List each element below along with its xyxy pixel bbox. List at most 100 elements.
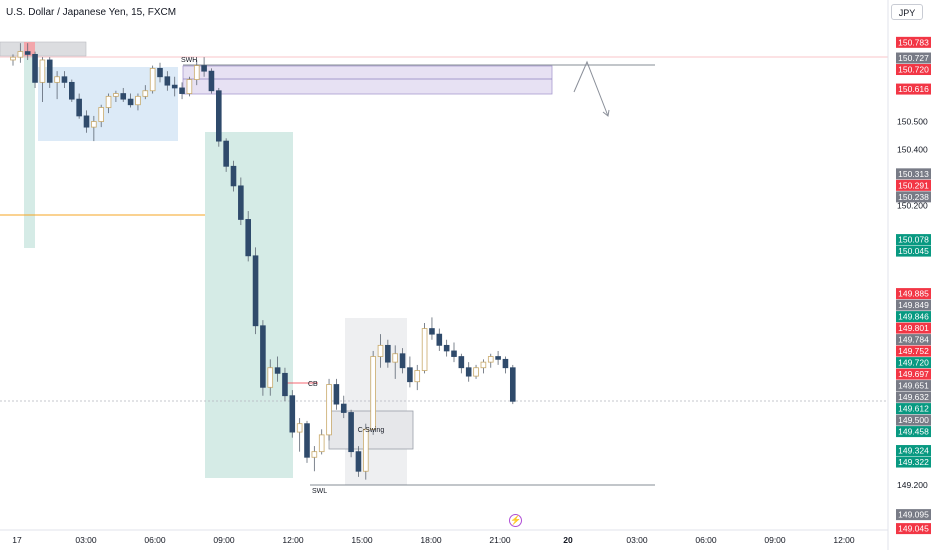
candle[interactable] — [296, 418, 303, 452]
candle[interactable] — [98, 104, 105, 128]
candle[interactable] — [208, 68, 215, 94]
price-label[interactable]: 150.720 — [896, 64, 931, 76]
candle[interactable] — [238, 177, 244, 226]
candle[interactable] — [164, 71, 171, 91]
candle[interactable] — [289, 390, 296, 438]
candle[interactable] — [421, 322, 428, 374]
price-label[interactable]: 149.322 — [896, 456, 931, 468]
price-label[interactable]: 150.045 — [896, 245, 931, 257]
candle[interactable] — [311, 446, 318, 472]
candle[interactable] — [451, 342, 457, 363]
candle[interactable] — [142, 85, 149, 100]
price-label[interactable]: 149.784 — [896, 334, 931, 346]
green-zone-left[interactable] — [24, 42, 35, 248]
candle[interactable] — [502, 356, 509, 374]
price-label[interactable]: 150.078 — [896, 234, 931, 246]
purple-supply-zone[interactable] — [182, 65, 553, 95]
currency-button[interactable]: JPY — [891, 4, 923, 20]
candle[interactable] — [135, 93, 141, 111]
candle[interactable] — [260, 320, 266, 396]
candle[interactable] — [230, 160, 237, 192]
price-label[interactable]: 149.885 — [896, 288, 931, 300]
candle[interactable] — [355, 446, 362, 477]
candle[interactable] — [127, 93, 134, 108]
projection-arrow[interactable] — [573, 60, 609, 117]
candle[interactable] — [171, 76, 178, 97]
candle[interactable] — [215, 87, 222, 147]
candle[interactable] — [340, 395, 347, 419]
candle[interactable] — [370, 350, 376, 435]
candle[interactable] — [458, 353, 465, 374]
price-label[interactable]: 149.612 — [896, 403, 931, 415]
candle[interactable] — [252, 247, 259, 335]
candle[interactable] — [443, 339, 450, 357]
price-label[interactable]: 149.697 — [896, 368, 931, 380]
price-label[interactable]: 149.045 — [896, 523, 931, 535]
candle[interactable] — [113, 90, 119, 102]
candle[interactable] — [46, 57, 53, 88]
candle[interactable] — [480, 359, 487, 374]
price-label[interactable]: 150.291 — [896, 179, 931, 191]
candle[interactable] — [326, 378, 332, 441]
candle[interactable] — [157, 62, 163, 83]
candle[interactable] — [333, 378, 340, 410]
candle[interactable] — [24, 43, 31, 60]
candle[interactable] — [267, 359, 274, 396]
candle[interactable] — [83, 110, 90, 133]
price-label[interactable]: 149.720 — [896, 357, 931, 369]
candle[interactable] — [223, 138, 229, 172]
candle[interactable] — [495, 350, 501, 365]
candle[interactable] — [186, 76, 193, 97]
candle[interactable] — [61, 71, 68, 88]
price-label[interactable]: 150.238 — [896, 191, 931, 203]
candle[interactable] — [509, 364, 516, 405]
price-label[interactable]: 150.783 — [896, 36, 931, 48]
candle[interactable] — [399, 348, 406, 374]
candle[interactable] — [10, 54, 16, 66]
price-label[interactable]: 149.458 — [896, 426, 931, 438]
candle[interactable] — [282, 367, 288, 402]
candle[interactable] — [91, 115, 97, 142]
red-top-box[interactable] — [24, 42, 35, 56]
candle[interactable] — [245, 211, 252, 262]
candle[interactable] — [318, 429, 325, 455]
price-label[interactable]: 150.616 — [896, 83, 931, 95]
candle[interactable] — [429, 317, 435, 340]
price-label[interactable]: 150.727 — [896, 52, 931, 64]
candle[interactable] — [17, 43, 24, 63]
candle[interactable] — [407, 356, 413, 388]
candle[interactable] — [149, 65, 156, 94]
candle[interactable] — [274, 356, 281, 382]
price-label[interactable]: 149.846 — [896, 311, 931, 323]
price-label[interactable]: 149.632 — [896, 391, 931, 403]
candle[interactable] — [436, 328, 443, 351]
candle[interactable] — [32, 51, 38, 88]
candle[interactable] — [105, 93, 112, 114]
candle[interactable] — [201, 57, 207, 77]
candle[interactable] — [465, 362, 472, 382]
price-label[interactable]: 149.324 — [896, 445, 931, 457]
candle[interactable] — [76, 93, 82, 119]
price-label[interactable]: 150.313 — [896, 168, 931, 180]
price-label[interactable]: 149.651 — [896, 380, 931, 392]
price-label[interactable]: 149.849 — [896, 299, 931, 311]
candle[interactable] — [193, 59, 200, 86]
candle[interactable] — [473, 364, 479, 379]
candle[interactable] — [120, 87, 127, 102]
green-drop-zone[interactable] — [205, 132, 293, 478]
grey-top-box[interactable] — [0, 41, 87, 57]
candle[interactable] — [487, 353, 494, 368]
price-label[interactable]: 149.752 — [896, 345, 931, 357]
candle[interactable] — [392, 345, 398, 379]
candle[interactable] — [385, 339, 391, 368]
price-label[interactable]: 149.095 — [896, 509, 931, 521]
candle[interactable] — [69, 79, 75, 102]
candle[interactable] — [414, 364, 421, 391]
candle[interactable] — [348, 409, 354, 458]
candle[interactable] — [362, 423, 369, 480]
candle[interactable] — [39, 57, 46, 102]
candle[interactable] — [377, 334, 384, 368]
candle[interactable] — [304, 420, 310, 463]
